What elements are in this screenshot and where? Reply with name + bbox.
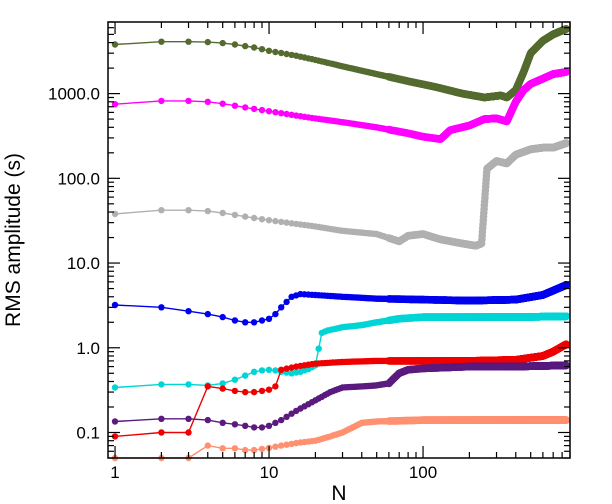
data-point	[315, 345, 322, 352]
data-point	[250, 388, 258, 396]
data-point	[204, 310, 211, 318]
data-point	[231, 211, 239, 219]
data-point	[265, 217, 273, 224]
data-point	[272, 383, 279, 390]
data-point	[265, 366, 273, 373]
data-point	[111, 384, 119, 391]
data-point	[250, 105, 258, 113]
data-point	[258, 46, 266, 53]
data-point	[265, 386, 273, 393]
data-point	[204, 38, 211, 46]
data-point	[204, 207, 211, 215]
data-point	[219, 385, 226, 392]
data-point	[283, 298, 290, 306]
data-point	[242, 42, 249, 50]
data-point	[204, 98, 211, 106]
data-point	[231, 102, 239, 109]
series-5	[111, 312, 570, 391]
data-point	[258, 216, 266, 223]
data-point	[231, 317, 239, 324]
data-point	[278, 110, 285, 117]
data-point	[272, 48, 279, 56]
data-point	[219, 209, 226, 217]
data-point	[278, 304, 285, 311]
data-point	[158, 381, 165, 388]
data-point	[250, 319, 258, 326]
data-point	[111, 101, 119, 108]
series-line	[114, 71, 567, 140]
data-point	[562, 139, 570, 147]
data-point	[272, 109, 279, 116]
data-point	[278, 49, 285, 57]
data-point	[185, 38, 192, 45]
data-point	[272, 217, 279, 225]
data-point	[242, 372, 249, 379]
series-3	[111, 139, 570, 250]
data-point	[283, 110, 290, 118]
series-1	[111, 25, 570, 102]
data-point	[185, 381, 192, 388]
data-point	[185, 207, 192, 214]
data-point	[272, 367, 279, 374]
data-point	[258, 367, 266, 374]
data-point	[219, 100, 226, 107]
data-point	[158, 304, 165, 311]
data-point	[185, 429, 192, 436]
data-point	[562, 68, 570, 76]
data-point	[250, 368, 258, 375]
data-point	[242, 213, 249, 220]
data-point	[158, 429, 165, 436]
data-point	[258, 106, 266, 114]
series-layer	[111, 25, 570, 462]
data-point	[265, 315, 273, 322]
data-point	[242, 319, 249, 326]
data-point	[272, 310, 279, 318]
data-point	[185, 308, 192, 315]
data-point	[158, 38, 165, 45]
data-point	[231, 376, 239, 383]
data-point	[562, 312, 570, 321]
data-point	[242, 388, 249, 396]
data-point	[158, 207, 165, 214]
data-point	[278, 366, 285, 373]
data-point	[250, 44, 258, 51]
data-point	[265, 47, 273, 54]
data-point	[231, 387, 239, 395]
data-point	[204, 383, 211, 390]
data-point	[265, 108, 273, 115]
data-point	[231, 41, 239, 48]
data-point	[158, 97, 165, 105]
data-point	[562, 25, 570, 33]
data-point	[219, 39, 226, 47]
data-point	[258, 387, 266, 395]
data-point	[219, 313, 226, 321]
data-point	[185, 97, 192, 105]
data-point	[278, 218, 285, 226]
series-2	[111, 68, 570, 143]
data-point	[242, 104, 249, 111]
data-point	[250, 214, 258, 222]
data-point	[258, 317, 266, 324]
data-point	[283, 50, 290, 58]
